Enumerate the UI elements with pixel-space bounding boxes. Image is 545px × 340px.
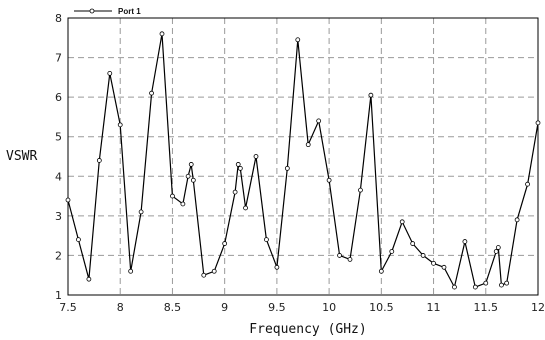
data-point [462, 239, 468, 244]
data-point [159, 31, 165, 37]
data-point [96, 158, 102, 163]
x-tick-label: 8.5 [164, 301, 182, 314]
series-line-port-1 [67, 33, 539, 289]
data-point [399, 219, 405, 225]
data-point [452, 284, 457, 290]
x-axis-tick-labels: 7.5 8 8.5 9 9.5 10 10.5 11 11.5 12 [59, 301, 545, 314]
y-tick-label: 5 [55, 131, 62, 144]
data-point [232, 189, 238, 195]
data-point [368, 92, 374, 98]
plot-area-frame [67, 17, 539, 296]
y-tick-label: 4 [55, 170, 62, 183]
data-point [305, 142, 311, 148]
data-point [326, 177, 332, 183]
data-point [253, 154, 259, 159]
data-point [128, 268, 134, 274]
data-point [65, 197, 71, 203]
data-point [264, 237, 269, 243]
data-point [420, 253, 426, 258]
data-point [525, 181, 530, 187]
data-point [180, 201, 186, 207]
data-point [295, 37, 301, 43]
x-tick-label: 8 [117, 301, 124, 314]
y-axis-label: VSWR [6, 149, 37, 164]
data-point [222, 241, 228, 246]
data-point [483, 280, 489, 286]
data-point [493, 249, 499, 254]
x-tick-label: 11.5 [474, 301, 499, 314]
data-point [76, 237, 81, 243]
series-layer [65, 31, 541, 290]
data-point [274, 264, 280, 270]
data-point [358, 187, 363, 193]
data-point [495, 245, 501, 250]
data-point [201, 272, 207, 278]
data-point [86, 276, 92, 282]
y-tick-label: 2 [55, 249, 62, 262]
data-point [504, 280, 510, 286]
data-point [410, 241, 416, 246]
x-tick-label: 12 [531, 301, 545, 314]
data-point [378, 268, 384, 274]
x-axis-label: Frequency (GHz) [249, 322, 366, 337]
x-tick-label: 9 [221, 301, 228, 314]
data-point [535, 120, 541, 126]
x-tick-label: 10 [322, 301, 336, 314]
y-axis-tick-labels: 1 2 3 4 5 6 7 8 [55, 12, 62, 302]
x-tick-label: 10.5 [369, 301, 394, 314]
legend: Port 1 [74, 7, 141, 16]
data-point [188, 162, 194, 167]
x-tick-label: 7.5 [59, 301, 77, 314]
data-point [431, 260, 436, 266]
data-point [138, 209, 144, 215]
y-tick-label: 3 [55, 210, 62, 223]
data-point [337, 253, 342, 258]
data-point [472, 284, 478, 290]
data-point [185, 173, 191, 179]
data-point [514, 217, 520, 223]
x-tick-label: 11 [427, 301, 441, 314]
data-point [441, 264, 447, 270]
x-tick-label: 9.5 [268, 301, 286, 314]
data-point [347, 256, 353, 262]
y-tick-label: 6 [55, 91, 62, 104]
data-point [107, 71, 113, 76]
data-point [499, 282, 504, 288]
y-tick-label: 7 [55, 52, 62, 65]
data-point [149, 90, 154, 96]
y-tick-label: 1 [55, 289, 62, 302]
data-point [170, 193, 175, 199]
legend-marker-port-1 [89, 8, 95, 14]
data-point [389, 249, 395, 254]
data-point [316, 118, 322, 124]
y-tick-label: 8 [55, 12, 62, 25]
legend-label-port-1: Port 1 [118, 7, 141, 16]
data-point [235, 162, 241, 167]
data-point [243, 205, 248, 211]
data-point [211, 268, 217, 274]
data-point [284, 165, 290, 171]
data-point [237, 165, 243, 171]
data-point [117, 122, 123, 128]
data-point [190, 177, 196, 183]
